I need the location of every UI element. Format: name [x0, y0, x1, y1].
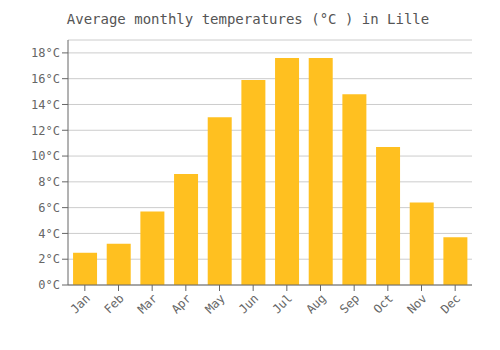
- svg-text:4°C: 4°C: [38, 227, 60, 241]
- svg-text:12°C: 12°C: [31, 124, 60, 138]
- svg-text:Jun: Jun: [236, 291, 261, 316]
- svg-text:Nov: Nov: [404, 291, 429, 316]
- html-text:Average monthly temperatures (: Average monthly temperatures (°C ) in Li…: [66, 11, 430, 27]
- svg-text:16°C: 16°C: [31, 72, 60, 86]
- svg-text:Jul: Jul: [270, 291, 295, 316]
- svg-text:14°C: 14°C: [31, 98, 60, 112]
- svg-text:Jan: Jan: [68, 291, 93, 316]
- svg-text:Aug: Aug: [303, 291, 328, 316]
- svg-text:Dec: Dec: [438, 291, 463, 316]
- svg-text:0°C: 0°C: [38, 278, 60, 292]
- svg-text:18°C: 18°C: [31, 46, 60, 60]
- svg-text:6°C: 6°C: [38, 201, 60, 215]
- svg-text:Feb: Feb: [101, 291, 126, 316]
- svg-text:10°C: 10°C: [31, 149, 60, 163]
- svg-text:Oct: Oct: [371, 291, 396, 316]
- svg-text:Sep: Sep: [337, 291, 362, 316]
- svg-text:Apr: Apr: [169, 291, 194, 316]
- svg-text:Mar: Mar: [135, 291, 160, 316]
- svg-text:2°C: 2°C: [38, 252, 60, 266]
- svg-text:8°C: 8°C: [38, 175, 60, 189]
- svg-text:May: May: [202, 291, 227, 316]
